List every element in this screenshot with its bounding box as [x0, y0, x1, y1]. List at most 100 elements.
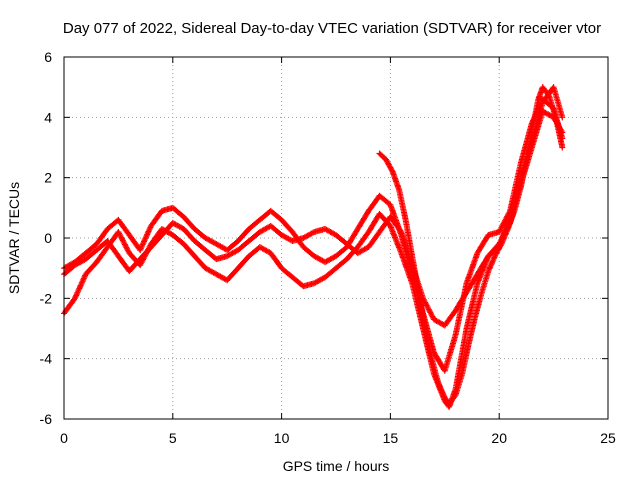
data-point — [311, 228, 318, 235]
data-point — [93, 247, 100, 254]
data-point — [191, 253, 198, 260]
data-point — [289, 274, 296, 281]
data-point — [459, 370, 466, 377]
data-point — [387, 213, 394, 220]
data-point — [158, 207, 165, 214]
data-point — [387, 201, 394, 208]
y-axis-label: SDTVAR / TECUs — [6, 182, 22, 294]
data-point — [82, 250, 89, 257]
data-point — [504, 225, 511, 232]
data-point — [552, 114, 559, 121]
data-point — [441, 322, 448, 329]
data-point — [485, 268, 492, 275]
data-point — [169, 204, 176, 211]
data-point — [531, 117, 538, 124]
data-point — [376, 150, 383, 157]
data-point — [354, 244, 361, 251]
data-point — [322, 274, 329, 281]
data-point — [354, 225, 361, 232]
data-point — [322, 225, 329, 232]
data-point — [256, 228, 263, 235]
data-point — [428, 355, 435, 362]
data-point — [422, 325, 429, 332]
data-point — [93, 241, 100, 248]
data-point — [463, 289, 470, 296]
x-tick-label: 0 — [60, 430, 68, 446]
data-point — [446, 400, 453, 407]
data-point — [559, 114, 566, 121]
data-point — [539, 108, 546, 115]
data-point — [452, 391, 459, 398]
data-point — [300, 283, 307, 290]
data-point — [202, 265, 209, 272]
data-point — [245, 253, 252, 260]
data-point — [267, 207, 274, 214]
y-tick-label: 6 — [44, 49, 52, 65]
data-point — [289, 238, 296, 245]
data-point — [169, 231, 176, 238]
data-point — [267, 222, 274, 229]
data-point — [148, 244, 155, 251]
data-point — [278, 216, 285, 223]
y-tick-label: -4 — [40, 351, 53, 367]
x-tick-label: 15 — [383, 430, 399, 446]
data-point — [474, 250, 481, 257]
y-tick-label: 2 — [44, 170, 52, 186]
data-point — [376, 210, 383, 217]
data-point — [491, 253, 498, 260]
data-point — [485, 231, 492, 238]
data-point — [402, 216, 409, 223]
x-axis-label: GPS time / hours — [283, 458, 390, 474]
data-point — [496, 228, 503, 235]
data-point — [213, 241, 220, 248]
y-tick-label: 4 — [44, 109, 52, 125]
data-point — [115, 253, 122, 260]
data-point — [191, 238, 198, 245]
data-point — [343, 256, 350, 263]
data-point — [93, 259, 100, 266]
data-point — [511, 207, 518, 214]
data-point — [376, 228, 383, 235]
data-point — [137, 256, 144, 263]
data-point — [202, 247, 209, 254]
data-point — [213, 256, 220, 263]
data-point — [485, 253, 492, 260]
data-point — [535, 96, 542, 103]
data-point — [322, 259, 329, 266]
data-point — [235, 247, 242, 254]
data-point — [387, 222, 394, 229]
data-point — [311, 253, 318, 260]
data-point — [435, 379, 442, 386]
data-point — [180, 241, 187, 248]
data-point — [441, 367, 448, 374]
data-point — [235, 238, 242, 245]
data-point — [289, 228, 296, 235]
data-point — [126, 268, 133, 275]
data-point — [498, 241, 505, 248]
y-tick-label: 0 — [44, 230, 52, 246]
data-point — [256, 216, 263, 223]
data-point — [398, 228, 405, 235]
data-point — [474, 280, 481, 287]
y-tick-label: -6 — [40, 411, 53, 427]
data-point — [415, 289, 422, 296]
data-point — [465, 340, 472, 347]
data-point — [376, 192, 383, 199]
data-point — [472, 313, 479, 320]
axis-ticks: 0 5 10 15 20 25 -6 -4 -2 0 2 4 6 — [40, 49, 616, 446]
data-point — [463, 325, 470, 332]
x-tick-label: 25 — [600, 430, 616, 446]
data-point — [441, 394, 448, 401]
data-point — [278, 265, 285, 272]
data-point — [333, 253, 339, 260]
data-point — [158, 231, 165, 238]
data-point — [517, 183, 524, 190]
x-tick-label: 20 — [491, 430, 507, 446]
data-point — [169, 219, 176, 226]
data-point — [430, 316, 437, 323]
data-point — [300, 235, 307, 241]
data-point — [115, 216, 122, 223]
data-point — [82, 271, 89, 278]
data-point — [104, 238, 111, 245]
